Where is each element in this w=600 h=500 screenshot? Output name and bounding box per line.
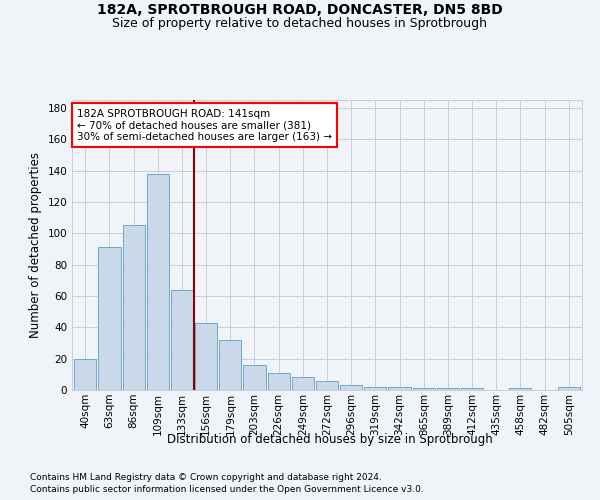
Bar <box>364 387 386 390</box>
Bar <box>146 174 169 390</box>
Bar <box>244 365 266 390</box>
Bar <box>122 226 145 390</box>
Bar <box>316 380 338 390</box>
Bar <box>340 386 362 390</box>
Text: Contains HM Land Registry data © Crown copyright and database right 2024.: Contains HM Land Registry data © Crown c… <box>30 472 382 482</box>
Y-axis label: Number of detached properties: Number of detached properties <box>29 152 42 338</box>
Bar <box>74 358 97 390</box>
Text: Distribution of detached houses by size in Sprotbrough: Distribution of detached houses by size … <box>167 432 493 446</box>
Bar <box>437 388 459 390</box>
Bar <box>461 388 483 390</box>
Bar <box>388 387 410 390</box>
Bar <box>98 248 121 390</box>
Bar <box>219 340 241 390</box>
Bar <box>171 290 193 390</box>
Bar <box>413 388 435 390</box>
Bar <box>268 373 290 390</box>
Text: 182A, SPROTBROUGH ROAD, DONCASTER, DN5 8BD: 182A, SPROTBROUGH ROAD, DONCASTER, DN5 8… <box>97 2 503 16</box>
Text: Contains public sector information licensed under the Open Government Licence v3: Contains public sector information licen… <box>30 485 424 494</box>
Bar <box>557 387 580 390</box>
Bar <box>509 388 532 390</box>
Bar <box>195 322 217 390</box>
Text: 182A SPROTBROUGH ROAD: 141sqm
← 70% of detached houses are smaller (381)
30% of : 182A SPROTBROUGH ROAD: 141sqm ← 70% of d… <box>77 108 332 142</box>
Bar <box>292 378 314 390</box>
Text: Size of property relative to detached houses in Sprotbrough: Size of property relative to detached ho… <box>113 18 487 30</box>
